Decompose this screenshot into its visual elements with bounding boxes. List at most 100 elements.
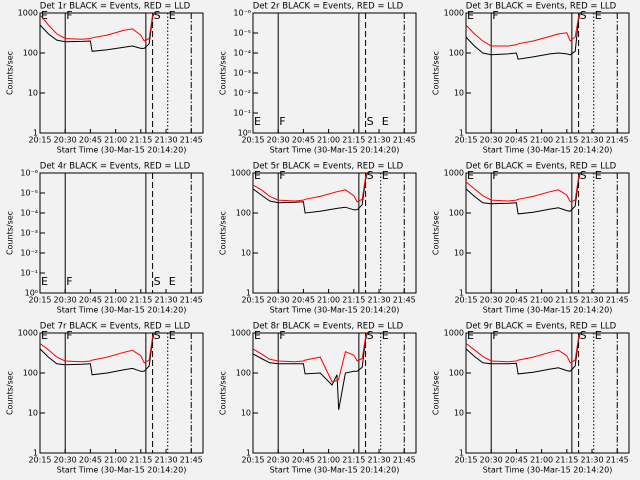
marker-label: S bbox=[367, 115, 374, 128]
x-axis-label: Start Time (30-Mar-15 20:14:20) bbox=[483, 306, 613, 315]
x-tick-label: 21:15 bbox=[129, 136, 152, 145]
series-line bbox=[252, 332, 368, 410]
x-tick-label: 20:15 bbox=[241, 296, 264, 305]
panel-title: Det 8r BLACK = Events, RED = LLD bbox=[253, 322, 404, 332]
marker-label: S bbox=[367, 329, 374, 342]
x-axis-label: Start Time (30-Mar-15 20:14:20) bbox=[483, 466, 613, 475]
y-axis-label: Counts/sec bbox=[6, 51, 15, 95]
plot-frame bbox=[465, 332, 630, 454]
plot-frame bbox=[39, 332, 204, 454]
x-axis-label: Start Time (30-Mar-15 20:14:20) bbox=[270, 146, 400, 155]
x-tick-label: 21:00 bbox=[104, 456, 127, 465]
marker-label: E bbox=[254, 329, 261, 342]
y-tick-label: 10 bbox=[454, 89, 464, 98]
y-tick-label: 100 bbox=[23, 49, 38, 58]
x-tick-label: 21:30 bbox=[367, 136, 390, 145]
marker-label: E bbox=[169, 9, 176, 22]
series-line bbox=[39, 12, 155, 52]
panel-title: Det 4r BLACK = Events, RED = LLD bbox=[40, 162, 191, 172]
y-tick-label: 10⁻² bbox=[20, 249, 38, 258]
marker-label: E bbox=[467, 9, 474, 22]
x-tick-label: 20:15 bbox=[241, 136, 264, 145]
plot-frame bbox=[465, 12, 630, 134]
x-tick-label: 21:45 bbox=[393, 136, 416, 145]
marker-label: E bbox=[169, 329, 176, 342]
plot-frame bbox=[252, 12, 417, 134]
x-axis-label: Start Time (30-Mar-15 20:14:20) bbox=[57, 306, 187, 315]
x-tick-label: 21:00 bbox=[317, 296, 340, 305]
x-tick-label: 21:00 bbox=[530, 136, 553, 145]
x-tick-label: 20:15 bbox=[28, 456, 51, 465]
series-line bbox=[39, 332, 155, 364]
x-tick-label: 20:30 bbox=[267, 296, 290, 305]
marker-label: S bbox=[367, 169, 374, 182]
marker-label: F bbox=[279, 329, 285, 342]
series-line bbox=[465, 172, 581, 215]
x-tick-label: 20:45 bbox=[79, 296, 102, 305]
marker-label: E bbox=[382, 329, 389, 342]
series-line bbox=[252, 172, 368, 214]
marker-label: F bbox=[66, 9, 72, 22]
series-line bbox=[465, 332, 581, 375]
series-line bbox=[39, 332, 155, 376]
x-tick-label: 21:00 bbox=[104, 296, 127, 305]
y-tick-label: 10⁻⁴ bbox=[233, 49, 251, 58]
y-tick-label: 10⁻⁶ bbox=[20, 169, 38, 178]
y-axis-label: Counts/sec bbox=[219, 51, 228, 95]
marker-label: E bbox=[382, 169, 389, 182]
series-line bbox=[465, 12, 581, 47]
marker-label: F bbox=[279, 169, 285, 182]
x-tick-label: 21:15 bbox=[342, 456, 365, 465]
x-tick-label: 20:45 bbox=[292, 136, 315, 145]
y-axis-label: Counts/sec bbox=[6, 371, 15, 415]
marker-label: S bbox=[580, 9, 587, 22]
y-tick-label: 10 bbox=[241, 249, 251, 258]
plot-frame bbox=[39, 12, 204, 134]
y-tick-label: 10⁻⁶ bbox=[233, 9, 251, 18]
y-tick-label: 1000 bbox=[231, 169, 251, 178]
x-tick-label: 21:30 bbox=[580, 296, 603, 305]
x-tick-label: 20:15 bbox=[28, 296, 51, 305]
x-tick-label: 20:30 bbox=[54, 296, 77, 305]
marker-label: E bbox=[382, 115, 389, 128]
y-tick-label: 10⁻¹ bbox=[20, 269, 38, 278]
x-tick-label: 21:30 bbox=[580, 456, 603, 465]
marker-label: E bbox=[254, 169, 261, 182]
x-tick-label: 21:15 bbox=[129, 456, 152, 465]
x-tick-label: 20:30 bbox=[54, 456, 77, 465]
y-tick-label: 1 bbox=[246, 289, 251, 298]
x-tick-label: 21:30 bbox=[580, 136, 603, 145]
x-tick-label: 21:00 bbox=[530, 456, 553, 465]
series-line bbox=[465, 12, 581, 60]
x-tick-label: 21:00 bbox=[317, 456, 340, 465]
y-tick-label: 100 bbox=[449, 49, 464, 58]
x-tick-label: 21:15 bbox=[342, 136, 365, 145]
panel-title: Det 6r BLACK = Events, RED = LLD bbox=[466, 162, 617, 172]
marker-label: F bbox=[492, 9, 498, 22]
marker-label: E bbox=[41, 275, 48, 288]
x-tick-label: 21:45 bbox=[606, 456, 629, 465]
marker-label: E bbox=[595, 169, 602, 182]
series-line bbox=[465, 172, 581, 203]
marker-label: E bbox=[41, 329, 48, 342]
y-tick-label: 10⁻¹ bbox=[233, 109, 251, 118]
x-tick-label: 21:15 bbox=[555, 456, 578, 465]
x-tick-label: 20:30 bbox=[480, 296, 503, 305]
y-tick-label: 100 bbox=[236, 369, 251, 378]
x-tick-label: 20:15 bbox=[241, 456, 264, 465]
y-tick-label: 10 bbox=[454, 409, 464, 418]
y-tick-label: 10⁻³ bbox=[233, 69, 251, 78]
marker-label: E bbox=[41, 9, 48, 22]
x-tick-label: 20:15 bbox=[454, 296, 477, 305]
marker-label: F bbox=[66, 329, 72, 342]
series-line bbox=[252, 172, 368, 203]
marker-label: S bbox=[580, 329, 587, 342]
marker-label: E bbox=[467, 329, 474, 342]
x-tick-label: 20:45 bbox=[505, 456, 528, 465]
y-axis-label: Counts/sec bbox=[432, 51, 441, 95]
x-tick-label: 20:15 bbox=[28, 136, 51, 145]
x-tick-label: 20:30 bbox=[267, 456, 290, 465]
x-tick-label: 21:30 bbox=[367, 456, 390, 465]
panel-title: Det 2r BLACK = Events, RED = LLD bbox=[253, 2, 404, 12]
